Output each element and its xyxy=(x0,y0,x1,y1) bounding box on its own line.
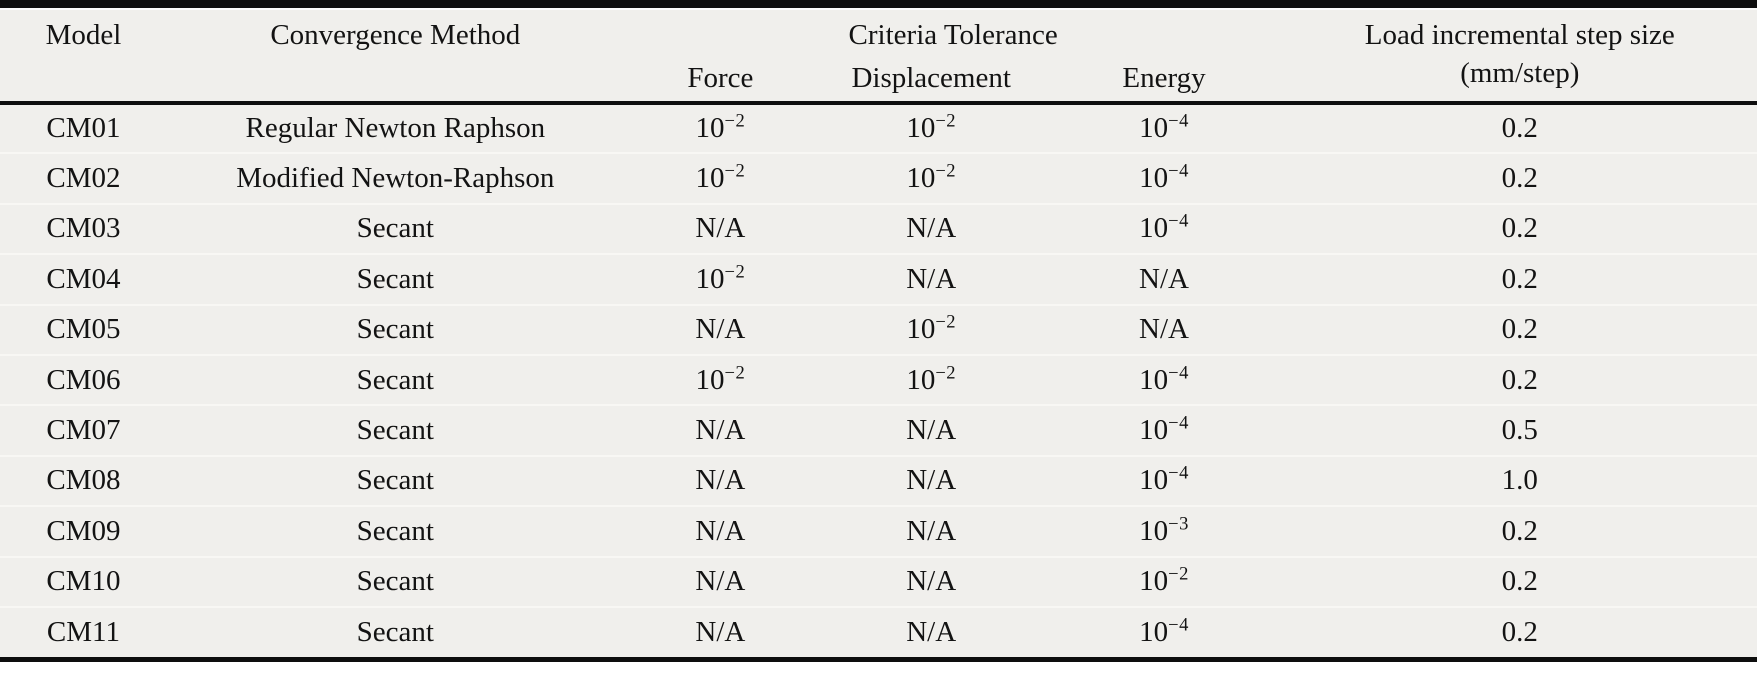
cell-step: 0.2 xyxy=(1501,212,1538,245)
cell-force: N/A xyxy=(695,313,746,346)
cell-energy: 10−2 xyxy=(1139,563,1189,598)
cell-method: Secant xyxy=(356,414,434,447)
table-row: CM03 Secant N/A N/A 10−4 0.2 xyxy=(0,203,1757,254)
cell-force: N/A xyxy=(695,514,746,547)
table-row: CM09 Secant N/A N/A 10−3 0.2 xyxy=(0,506,1757,556)
header-criteria-tolerance: Criteria Tolerance xyxy=(848,19,1058,51)
table-row: CM04 Secant 10−2 N/A N/A 0.2 xyxy=(0,254,1757,304)
cell-force: N/A xyxy=(695,616,746,649)
table-row: CM01 Regular Newton Raphson 10−2 10−2 10−4 0.… xyxy=(0,103,1757,153)
cell-model: CM03 xyxy=(46,212,121,245)
cell-displacement: N/A xyxy=(906,414,957,447)
table-header: Model Convergence Method Criteria Tolera… xyxy=(0,10,1757,103)
cell-energy: 10−4 xyxy=(1139,210,1189,245)
cell-model: CM04 xyxy=(46,262,121,295)
cell-method: Secant xyxy=(356,565,434,598)
cell-method: Secant xyxy=(356,363,434,396)
cell-step: 0.2 xyxy=(1501,363,1538,396)
cell-displacement: 10−2 xyxy=(906,110,957,145)
cell-step: 0.2 xyxy=(1501,162,1538,195)
header-row-2: Force Displacement Energy xyxy=(0,56,1757,103)
table-row: CM05 Secant N/A 10−2 N/A 0.2 xyxy=(0,304,1757,355)
cell-displacement: N/A xyxy=(906,616,957,649)
header-load-step-size: Load incremental step size (mm/step) xyxy=(1283,10,1757,103)
cell-force: 10−2 xyxy=(695,160,746,195)
cell-method: Secant xyxy=(356,313,434,346)
cell-energy: 10−4 xyxy=(1139,160,1189,195)
cell-force: N/A xyxy=(695,212,746,245)
cell-model: CM05 xyxy=(46,313,121,346)
cell-model: CM01 xyxy=(46,112,121,145)
cell-force: N/A xyxy=(695,565,746,598)
header-force: Force xyxy=(687,62,754,94)
header-load-step-line2: (mm/step) xyxy=(1460,57,1580,90)
cell-displacement: 10−2 xyxy=(906,311,957,346)
cell-displacement: N/A xyxy=(906,565,957,598)
cell-energy: N/A xyxy=(1139,262,1189,295)
header-row-1: Model Convergence Method Criteria Tolera… xyxy=(0,10,1757,89)
cell-method: Secant xyxy=(356,616,434,649)
cell-step: 0.2 xyxy=(1501,565,1538,598)
cell-force: N/A xyxy=(695,464,746,497)
cell-step: 0.2 xyxy=(1501,262,1538,295)
cell-step: 1.0 xyxy=(1501,464,1538,497)
cell-method: Secant xyxy=(356,212,434,245)
cell-step: 0.5 xyxy=(1501,414,1538,447)
cell-step: 0.2 xyxy=(1501,616,1538,649)
cell-displacement: N/A xyxy=(906,262,957,295)
table-row: CM07 Secant N/A N/A 10−4 0.5 xyxy=(0,405,1757,455)
cell-force: 10−2 xyxy=(695,110,746,145)
cell-method: Modified Newton-Raphson xyxy=(236,162,555,195)
cell-energy: N/A xyxy=(1139,313,1189,346)
cell-method: Secant xyxy=(356,464,434,497)
cell-force: 10−2 xyxy=(695,261,746,295)
cell-model: CM02 xyxy=(46,162,121,195)
header-model: Model xyxy=(45,19,122,51)
cell-energy: 10−4 xyxy=(1139,412,1189,447)
table-row: CM08 Secant N/A N/A 10−4 1.0 xyxy=(0,455,1757,506)
table-body: CM01 Regular Newton Raphson 10−2 10−2 10−4 0.… xyxy=(0,103,1757,657)
table-row: CM10 Secant N/A N/A 10−2 0.2 xyxy=(0,556,1757,607)
cell-step: 0.2 xyxy=(1501,514,1538,547)
header-convergence-method: Convergence Method xyxy=(270,19,521,51)
cell-force: 10−2 xyxy=(695,361,746,396)
cell-energy: 10−4 xyxy=(1139,361,1189,396)
cell-method: Secant xyxy=(356,514,434,547)
table-row: CM11 Secant N/A N/A 10−4 0.2 xyxy=(0,606,1757,657)
cell-step: 0.2 xyxy=(1501,112,1538,145)
cell-step: 0.2 xyxy=(1501,313,1538,346)
cell-displacement: 10−2 xyxy=(906,361,957,396)
cell-model: CM11 xyxy=(46,616,120,649)
cell-model: CM09 xyxy=(46,514,121,547)
cell-force: N/A xyxy=(695,414,746,447)
cell-displacement: N/A xyxy=(906,464,957,497)
header-load-step-line1: Load incremental step size xyxy=(1364,19,1675,51)
header-energy: Energy xyxy=(1122,62,1206,94)
cell-displacement: 10−2 xyxy=(906,160,957,195)
cell-model: CM08 xyxy=(46,464,121,497)
cell-method: Regular Newton Raphson xyxy=(245,112,546,145)
cell-model: CM10 xyxy=(46,565,121,598)
table-row: CM02 Modified Newton-Raphson 10−2 10−2 10−4 0… xyxy=(0,153,1757,203)
cell-displacement: N/A xyxy=(906,212,957,245)
table-row: CM06 Secant 10−2 10−2 10−4 0.2 xyxy=(0,354,1757,405)
data-table: Model Convergence Method Criteria Tolera… xyxy=(0,10,1757,658)
cell-energy: 10−4 xyxy=(1139,110,1189,145)
header-displacement: Displacement xyxy=(851,62,1011,94)
top-rule-gap xyxy=(0,8,1757,10)
cell-energy: 10−3 xyxy=(1139,513,1189,547)
cell-energy: 10−4 xyxy=(1139,614,1189,649)
cell-method: Secant xyxy=(356,262,434,295)
cell-model: CM06 xyxy=(46,363,121,396)
cell-displacement: N/A xyxy=(906,514,957,547)
cell-model: CM07 xyxy=(46,414,121,447)
cell-energy: 10−4 xyxy=(1139,462,1189,497)
